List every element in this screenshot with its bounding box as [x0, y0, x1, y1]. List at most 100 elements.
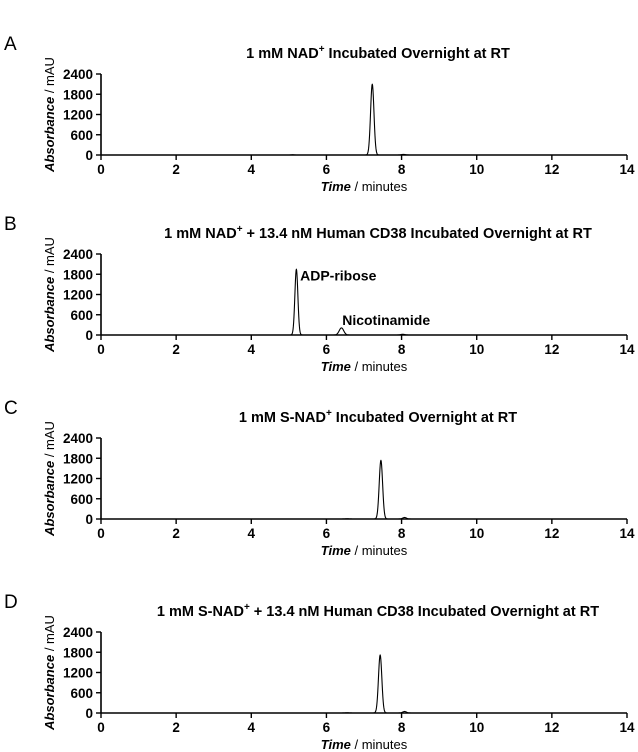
panel-b-y-tick-label: 2400 — [63, 247, 93, 262]
panel-a-y-tick-label: 0 — [85, 148, 93, 163]
panel-d: D 1 mM S-NAD+ + 13.4 nM Human CD38 Incuba… — [4, 592, 635, 752]
panel-d-x-tick-label: 4 — [248, 720, 256, 735]
panel-d-y-axis-label-unit: / mAU — [42, 615, 57, 655]
panel-b-x-tick-label: 10 — [469, 342, 484, 357]
panel-a-x-axis-label-var: Time — [321, 179, 351, 194]
panel-b-letter: B — [4, 214, 17, 235]
panel-c-x-tick-label: 6 — [323, 526, 331, 541]
panel-b-peak — [395, 333, 411, 336]
panel-c-title-part: Incubated Overnight at RT — [332, 410, 517, 426]
panel-c-x-tick-label: 10 — [469, 526, 484, 541]
panel-c-peak — [396, 516, 413, 520]
panel-a-x-tick-label: 14 — [619, 162, 635, 177]
panel-b-y-axis-label-var: Absorbance — [42, 277, 57, 353]
panel-b-y-tick-label: 0 — [85, 328, 93, 343]
panel-a-x-tick-label: 10 — [469, 162, 484, 177]
panel-d-title: 1 mM S-NAD+ + 13.4 nM Human CD38 Incubat… — [157, 602, 599, 620]
panel-c-title-part: 1 mM S-NAD — [239, 410, 326, 426]
panel-b-title: 1 mM NAD+ + 13.4 nM Human CD38 Incubated… — [164, 224, 592, 242]
panel-a-y-tick-label: 1200 — [63, 108, 93, 123]
panel-c-x-tick-label: 0 — [97, 526, 105, 541]
panel-d-x-tick-label: 0 — [97, 720, 105, 735]
panel-c-x-axis-label-var: Time — [321, 543, 351, 558]
panel-a-y-tick-label: 1800 — [63, 87, 93, 102]
panel-b-x-tick-label: 8 — [398, 342, 406, 357]
panel-b-title-part: 1 mM NAD — [164, 226, 237, 242]
panel-b-annotation: ADP-ribose — [300, 267, 376, 283]
panel-a-peak — [395, 153, 412, 156]
panel-a-y-tick-label: 600 — [70, 128, 93, 143]
panel-b-x-tick-label: 14 — [619, 342, 635, 357]
panel-a-y-axis-label-var: Absorbance — [42, 97, 57, 173]
panel-d-x-tick-label: 14 — [619, 720, 635, 735]
panel-d-y-axis-label-var: Absorbance — [42, 655, 57, 731]
panel-a-x-tick-label: 6 — [323, 162, 331, 177]
panel-b-x-tick-label: 6 — [323, 342, 331, 357]
panel-c-x-tick-label: 4 — [248, 526, 256, 541]
panel-c-y-axis-label-unit: / mAU — [42, 421, 57, 461]
panel-a-title-part: 1 mM NAD — [246, 46, 319, 62]
panel-b-title-superscript: + — [237, 224, 243, 235]
panel-b-peak — [332, 327, 351, 336]
panel-c-title: 1 mM S-NAD+ Incubated Overnight at RT — [239, 408, 517, 426]
panel-c-y-tick-label: 600 — [70, 492, 93, 507]
panel-c-x-tick-label: 14 — [619, 526, 635, 541]
panel-a-letter: A — [4, 34, 17, 55]
panel-b-annotation: Nicotinamide — [342, 312, 430, 328]
panel-a-title: 1 mM NAD+ Incubated Overnight at RT — [246, 44, 510, 62]
panel-c-x-tick-label: 8 — [398, 526, 406, 541]
panel-c-x-axis-label: Time / minutes — [321, 543, 408, 558]
panel-b-x-axis-label-unit: / minutes — [351, 359, 408, 374]
panel-d-y-tick-label: 0 — [85, 706, 93, 721]
panel-a-x-tick-label: 12 — [544, 162, 559, 177]
panel-c-title-superscript: + — [326, 408, 332, 419]
panel-b-title-part: + 13.4 nM Human CD38 Incubated Overnight… — [243, 226, 592, 242]
panel-c-y-tick-label: 0 — [85, 512, 93, 527]
panel-d-y-axis-label: Absorbance / mAU — [42, 615, 57, 731]
panel-b-x-tick-label: 2 — [172, 342, 180, 357]
panel-a-x-tick-label: 2 — [172, 162, 180, 177]
panel-a-x-tick-label: 4 — [248, 162, 256, 177]
panel-d-y-tick-label: 600 — [70, 686, 93, 701]
panel-a-y-axis-label: Absorbance / mAU — [42, 57, 57, 173]
panel-c-y-axis-label: Absorbance / mAU — [42, 421, 57, 537]
panel-a-x-tick-label: 8 — [398, 162, 406, 177]
panel-d-title-superscript: + — [244, 602, 250, 613]
panel-a-x-axis-label: Time / minutes — [321, 179, 408, 194]
panel-d-peak — [373, 654, 388, 714]
panel-b-y-tick-label: 1800 — [63, 267, 93, 282]
panel-a-y-axis-label-unit: / mAU — [42, 57, 57, 97]
panel-d-title-part: + 13.4 nM Human CD38 Incubated Overnight… — [250, 604, 599, 620]
panel-c-y-axis-label-var: Absorbance — [42, 461, 57, 537]
panel-d-x-axis-label-var: Time — [321, 737, 351, 752]
panel-a-y-tick-label: 2400 — [63, 67, 93, 82]
panel-a-x-tick-label: 0 — [97, 162, 105, 177]
panel-b-y-axis-label-unit: / mAU — [42, 237, 57, 277]
panel-a-title-superscript: + — [319, 44, 325, 55]
panel-d-letter: D — [4, 592, 18, 613]
panel-c-y-tick-label: 2400 — [63, 431, 93, 446]
panel-d-x-axis-label: Time / minutes — [321, 737, 408, 752]
panel-d-peak — [396, 710, 413, 714]
panel-a: A 1 mM NAD+ Incubated Overnight at RT 0 2 4 6… — [4, 34, 635, 194]
panel-b-y-tick-label: 1200 — [63, 288, 93, 303]
panel-d-x-tick-label: 2 — [172, 720, 180, 735]
panel-d-y-tick-label: 2400 — [63, 625, 93, 640]
panel-b-peak — [290, 268, 303, 336]
panel-d-x-tick-label: 6 — [323, 720, 331, 735]
panel-b-x-tick-label: 12 — [544, 342, 559, 357]
panel-d-x-tick-label: 12 — [544, 720, 559, 735]
panel-c-letter: C — [4, 398, 18, 419]
panel-b-x-axis-label-var: Time — [321, 359, 351, 374]
panel-d-title-part: 1 mM S-NAD — [157, 604, 244, 620]
panel-b-x-axis-label: Time / minutes — [321, 359, 408, 374]
panel-c-x-tick-label: 12 — [544, 526, 559, 541]
panel-c: C 1 mM S-NAD+ Incubated Overnight at RT 0 2… — [4, 398, 635, 558]
panel-c-x-tick-label: 2 — [172, 526, 180, 541]
panel-d-x-tick-label: 10 — [469, 720, 484, 735]
panel-d-y-tick-label: 1800 — [63, 645, 93, 660]
panel-a-peak — [365, 83, 380, 156]
panel-d-y-tick-label: 1200 — [63, 666, 93, 681]
panel-b-y-tick-label: 600 — [70, 308, 93, 323]
